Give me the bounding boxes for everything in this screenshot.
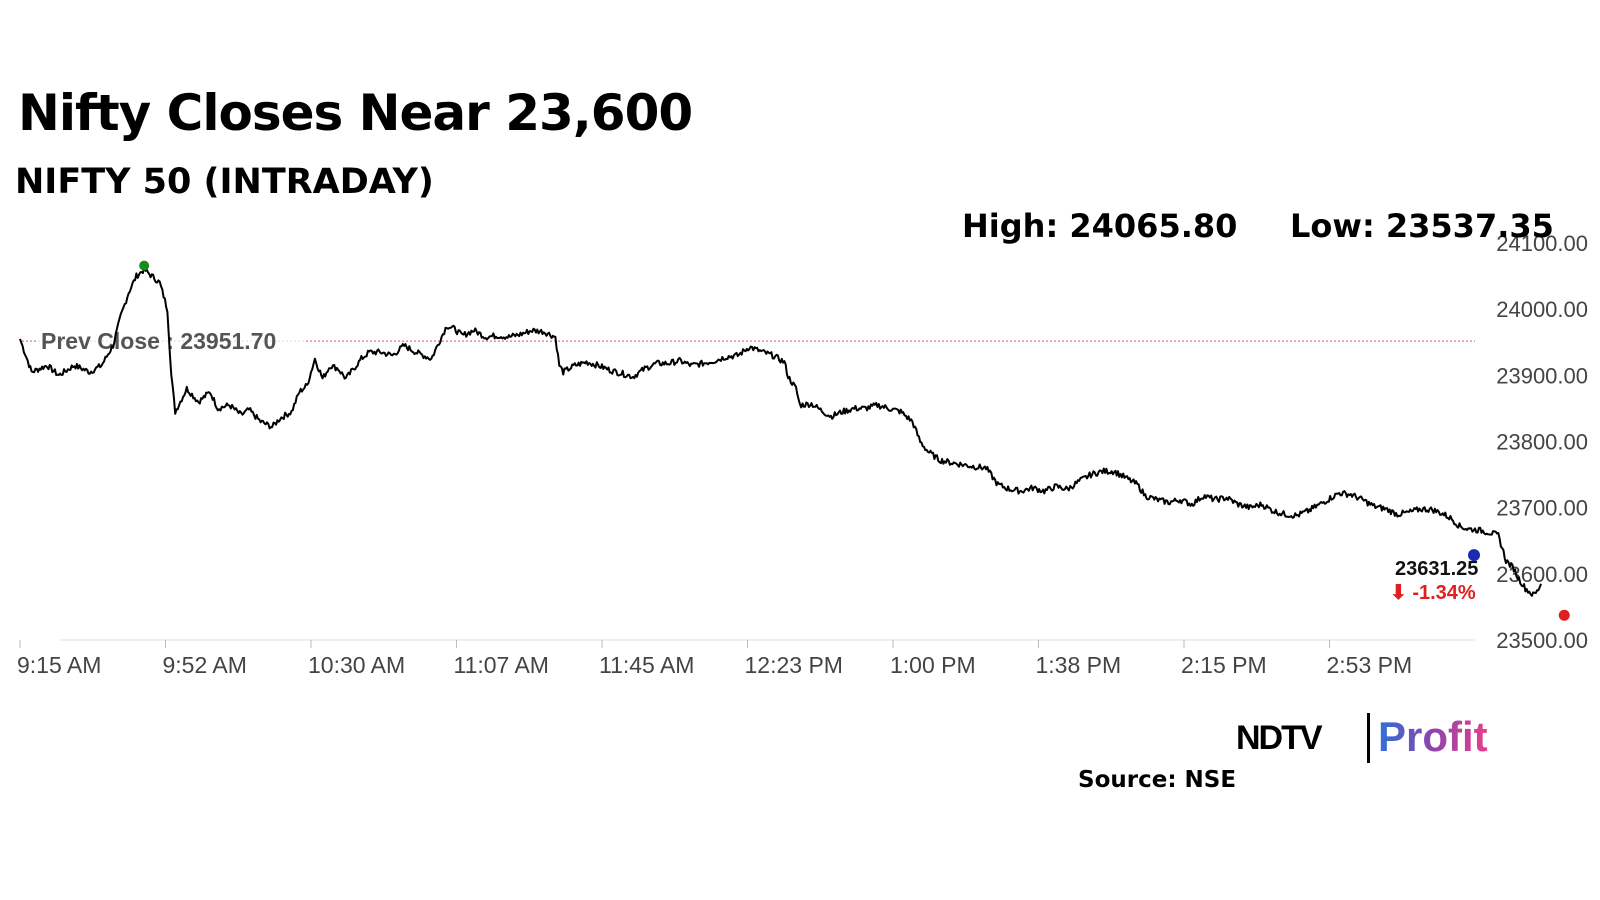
y-tick-label: 23800.00 (1496, 430, 1588, 455)
day-high-label: High: 24065.80 (962, 207, 1238, 245)
x-tick-label: 1:00 PM (890, 652, 976, 678)
x-tick-label: 2:53 PM (1327, 652, 1413, 678)
y-tick-label: 23600.00 (1496, 562, 1588, 587)
x-tick-label: 11:45 AM (599, 652, 694, 678)
x-tick-label: 9:52 AM (163, 652, 247, 678)
profit-wordmark: Profit (1378, 713, 1488, 760)
ndtv-wordmark: NDTV (1236, 719, 1323, 757)
high-marker (139, 260, 150, 271)
chart-title: Nifty Closes Near 23,600 (18, 84, 693, 142)
x-tick-label: 1:38 PM (1036, 652, 1122, 678)
x-tick-label: 11:07 AM (454, 652, 549, 678)
y-axis: 24100.00 24000.00 23900.00 23800.00 23700.00… (1496, 231, 1588, 653)
x-tick-label: 12:23 PM (745, 652, 843, 678)
nifty-series-line (19, 265, 1542, 597)
day-low-label: Low: 23537.35 (1290, 207, 1554, 245)
y-tick-label: 23700.00 (1496, 496, 1588, 521)
low-marker (1558, 609, 1570, 621)
chart-subtitle: NIFTY 50 (INTRADAY) (15, 162, 434, 202)
logo-divider (1367, 713, 1370, 763)
y-tick-label: 23500.00 (1496, 628, 1588, 653)
last-price-marker (1468, 549, 1480, 562)
x-tick-label: 2:15 PM (1181, 652, 1267, 678)
y-tick-label: 24000.00 (1496, 297, 1588, 322)
x-tick-label: 9:15 AM (17, 652, 101, 678)
change-percent-label: ⬇ -1.34% (1390, 582, 1476, 604)
x-axis: 9:15 AM 9:52 AM 10:30 AM 11:07 AM 11:45 AM 12… (17, 639, 1475, 678)
x-tick-label: 10:30 AM (308, 652, 405, 678)
prev-close-label: Prev Close : 23951.70 (41, 328, 276, 354)
last-price-label: 23631.25 (1395, 558, 1478, 580)
y-tick-label: 24100.00 (1496, 231, 1588, 256)
source-note: Source: NSE (1078, 767, 1237, 793)
y-tick-label: 23900.00 (1496, 363, 1588, 388)
